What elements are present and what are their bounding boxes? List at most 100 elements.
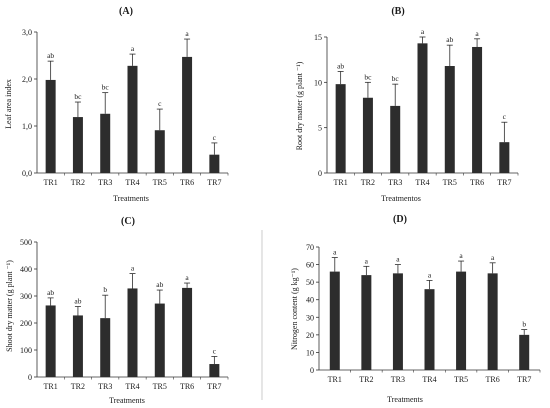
panel-d-significance-letter: b <box>522 320 526 329</box>
panel-c-label: (C) <box>121 216 135 227</box>
panel-c-significance-letter: ab <box>74 297 81 306</box>
panel-d-bar <box>456 271 467 370</box>
panel-c-significance-letter: ab <box>47 288 54 297</box>
panel-a-significance-letter: a <box>185 29 189 38</box>
panel-d-ytick-label: 60 <box>306 261 314 270</box>
panel-b-category-label: TR4 <box>415 178 429 187</box>
panel-a-category-label: TR4 <box>125 178 139 187</box>
panel-d-ytick-label: 30 <box>306 313 314 322</box>
panel-a-ytick-label: 2,0 <box>22 75 32 84</box>
panel-b-ytick-label: 15 <box>314 33 322 42</box>
panel-d-bar <box>424 289 435 370</box>
panel-c-category-label: TR5 <box>153 382 167 391</box>
panel-d-category-label: TR4 <box>422 375 436 384</box>
panel-b-significance-letter: ab <box>446 35 453 44</box>
panel-c-category-label: TR2 <box>71 382 85 391</box>
panel-a-ytick-label: 3,0 <box>22 28 32 37</box>
panel-c-bar <box>45 305 56 377</box>
panel-c-bar <box>100 318 111 377</box>
panel-d-category-label: TR1 <box>328 375 342 384</box>
panel-a-label: (A) <box>119 6 133 17</box>
panel-b-bar <box>444 66 455 173</box>
panel-a-ylabel: Leaf area index <box>4 79 13 129</box>
panel-b-xlabel: Treatmentos <box>381 194 421 203</box>
panel-b-ylabel: Root dry matter (g plant ⁻¹) <box>295 61 304 150</box>
panel-b-bar <box>335 84 346 173</box>
panel-a-category-label: TR2 <box>71 178 85 187</box>
panel-c-significance-letter: a <box>131 264 135 273</box>
panel-b-significance-letter: ab <box>337 61 344 70</box>
panel-d-category-label: TR5 <box>454 375 468 384</box>
panel-b-bar <box>499 142 510 173</box>
panel-b-bar <box>417 43 428 174</box>
panel-d-category-label: TR7 <box>517 375 531 384</box>
panel-a: (A) Treatments Leaf area index 0,0 1,0 2,0… <box>4 6 229 203</box>
panel-c-category-label: TR4 <box>125 382 139 391</box>
panel-a-bar <box>100 113 111 173</box>
panel-d-ytick-label: 0 <box>310 366 314 375</box>
panel-d-significance-letter: a <box>396 255 400 264</box>
panel-d-significance-letter: a <box>333 248 337 257</box>
panel-d-category-label: TR3 <box>391 375 405 384</box>
panel-d-category-label: TR6 <box>486 375 500 384</box>
panel-a-category-label: TR1 <box>44 178 58 187</box>
panel-d-category-label: TR2 <box>359 375 373 384</box>
panel-d: (D) Treatments Nitrogen content (g kg⁻¹)… <box>290 214 541 404</box>
panel-b-category-label: TR2 <box>361 178 375 187</box>
panel-d-bar <box>487 273 498 370</box>
panel-a-bar <box>209 154 220 173</box>
panel-b-ytick-label: 5 <box>318 124 322 133</box>
panel-a-significance-letter: c <box>213 133 217 142</box>
panel-a-category-label: TR6 <box>180 178 194 187</box>
panel-b: (B) Treatmentos Root dry matter (g plant… <box>295 6 519 203</box>
panel-c-ytick-label: 500 <box>20 238 32 247</box>
panel-a-ytick-label: 0,0 <box>22 169 32 178</box>
panel-d-ylabel: Nitrogen content (g kg⁻¹) <box>290 268 299 350</box>
panel-c-ylabel: Shoot dry matter (g plant ⁻¹) <box>5 260 14 352</box>
panel-c-significance-letter: c <box>213 346 217 355</box>
panel-c-bar <box>127 288 138 377</box>
panel-d-bar <box>361 275 372 370</box>
panel-c-ytick-label: 200 <box>20 319 32 328</box>
panel-d-ytick-label: 20 <box>306 331 314 340</box>
panel-d-bar <box>519 334 530 370</box>
panel-c-bar <box>182 287 193 377</box>
panel-c-category-label: TR7 <box>207 382 221 391</box>
panel-d-significance-letter: a <box>491 253 495 262</box>
panel-a-significance-letter: bc <box>74 92 82 101</box>
panel-b-bar <box>390 105 401 173</box>
panel-a-category-label: TR3 <box>98 178 112 187</box>
panel-b-ytick-label: 10 <box>314 78 322 87</box>
panel-a-xlabel: Treatments <box>113 194 149 203</box>
panel-a-bar <box>72 117 83 173</box>
panel-a-significance-letter: ab <box>47 51 54 60</box>
panel-c-bar <box>154 303 165 377</box>
panel-a-bar <box>45 79 56 173</box>
panel-b-category-label: TR6 <box>470 178 484 187</box>
panel-a-significance-letter: bc <box>102 83 110 92</box>
panel-a-bar <box>127 65 138 173</box>
panel-d-label: (D) <box>393 214 407 225</box>
panel-c-significance-letter: b <box>103 285 107 294</box>
panel-c-bar <box>72 315 83 377</box>
panel-b-significance-letter: bc <box>364 72 372 81</box>
panel-b-bar <box>472 46 483 174</box>
panel-c-significance-letter: a <box>185 273 189 282</box>
panel-d-bar <box>392 273 403 370</box>
panel-b-category-label: TR1 <box>334 178 348 187</box>
panel-d-ytick-label: 50 <box>306 278 314 287</box>
panel-a-significance-letter: a <box>131 44 135 53</box>
panel-d-ytick-label: 40 <box>306 296 314 305</box>
panel-d-significance-letter: a <box>459 251 463 260</box>
panel-a-category-label: TR5 <box>153 178 167 187</box>
panel-b-category-label: TR5 <box>443 178 457 187</box>
panel-a-bar <box>182 56 193 173</box>
panel-d-ytick-label: 10 <box>306 348 314 357</box>
panel-c-ytick-label: 100 <box>20 346 32 355</box>
panel-b-ytick-label: 0 <box>318 169 322 178</box>
panel-c-significance-letter: ab <box>156 280 163 289</box>
panel-b-label: (B) <box>391 6 404 17</box>
panel-b-category-label: TR3 <box>388 178 402 187</box>
panel-d-significance-letter: a <box>365 256 369 265</box>
panel-a-ytick-label: 1,0 <box>22 122 32 131</box>
